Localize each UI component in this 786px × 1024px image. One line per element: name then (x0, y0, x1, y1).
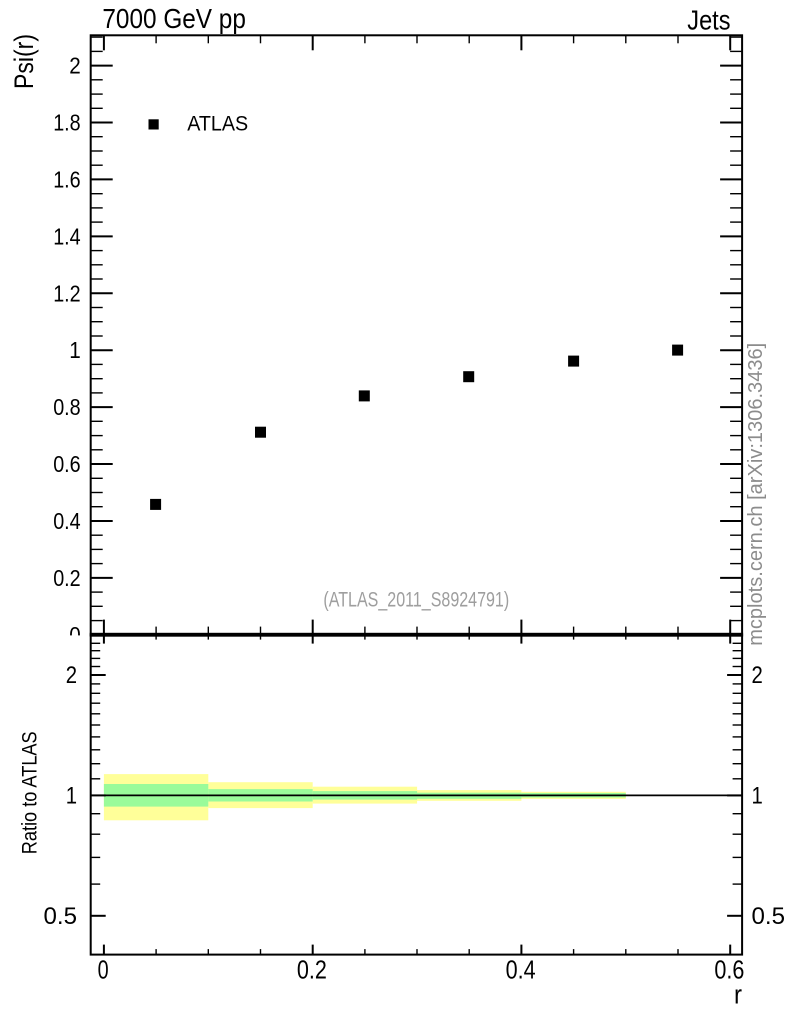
svg-text:0.8: 0.8 (53, 394, 81, 420)
svg-text:2: 2 (66, 662, 77, 689)
svg-text:ATLAS: ATLAS (187, 113, 248, 136)
svg-text:(ATLAS_2011_S8924791): (ATLAS_2011_S8924791) (323, 589, 509, 612)
svg-text:0.6: 0.6 (714, 957, 744, 985)
svg-text:1: 1 (69, 337, 81, 363)
svg-text:1: 1 (66, 782, 77, 809)
svg-text:1.2: 1.2 (53, 280, 81, 306)
svg-text:0.2: 0.2 (297, 957, 327, 985)
svg-text:1: 1 (752, 782, 763, 809)
svg-text:0.5: 0.5 (752, 903, 786, 930)
svg-text:Psi(r): Psi(r) (9, 34, 39, 89)
svg-text:0: 0 (98, 957, 109, 985)
svg-text:0.4: 0.4 (53, 508, 81, 534)
svg-text:7000 GeV pp: 7000 GeV pp (102, 3, 246, 34)
svg-text:2: 2 (69, 53, 81, 79)
svg-text:0.2: 0.2 (53, 565, 81, 591)
svg-text:0.5: 0.5 (44, 903, 78, 930)
svg-text:1.6: 1.6 (53, 166, 81, 192)
svg-text:r: r (734, 981, 742, 1009)
svg-text:1.8: 1.8 (53, 110, 81, 136)
svg-text:Ratio to ATLAS: Ratio to ATLAS (19, 731, 42, 854)
svg-text:Jets: Jets (687, 5, 730, 36)
svg-text:mcplots.cern.ch [arXiv:1306.34: mcplots.cern.ch [arXiv:1306.3436] (745, 343, 767, 646)
svg-text:2: 2 (752, 662, 763, 689)
svg-text:0.6: 0.6 (53, 451, 81, 477)
svg-text:0.4: 0.4 (506, 957, 536, 985)
svg-text:1.4: 1.4 (53, 223, 81, 249)
svg-text:0: 0 (69, 622, 81, 648)
